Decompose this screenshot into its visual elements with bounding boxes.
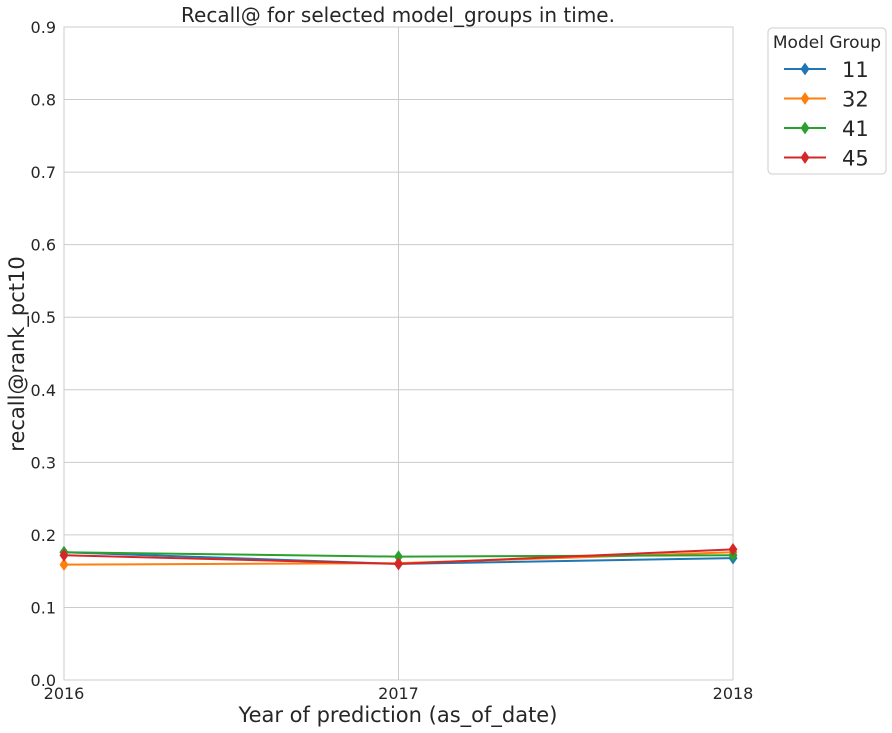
y-axis-label: recall@rank_pct10: [5, 256, 30, 451]
legend-items: 11 32 41 45: [784, 58, 869, 171]
legend-label: 11: [842, 58, 869, 82]
data-point: [394, 557, 403, 571]
y-tick-label: 0.7: [31, 163, 56, 182]
legend-item: 11: [784, 58, 869, 82]
legend-label: 32: [842, 88, 869, 112]
legend-box: [767, 27, 887, 175]
x-tick-label: 2016: [44, 684, 85, 703]
y-tick-label: 0.6: [31, 236, 56, 255]
tick-labels: 0.0 0.1 0.2 0.3 0.4 0.5 0.6 0.7 0.8 0.9 2016 2017 20…: [31, 18, 754, 703]
legend-marker: [800, 62, 810, 76]
y-tick-label: 0.3: [31, 453, 56, 472]
legend-item: 32: [784, 88, 869, 112]
x-tick-label: 2017: [378, 684, 419, 703]
data-point: [59, 558, 69, 572]
legend-item: 45: [784, 147, 869, 171]
y-tick-label: 0.9: [31, 18, 56, 37]
legend-item: 41: [784, 117, 869, 141]
series-45: [59, 543, 738, 571]
legend-marker: [800, 92, 810, 105]
y-tick-label: 0.1: [31, 598, 56, 617]
legend-label: 41: [842, 117, 869, 141]
series-lines: [59, 543, 738, 572]
x-tick-label: 2018: [713, 684, 754, 703]
x-axis-label: Year of prediction (as_of_date): [238, 703, 558, 728]
y-tick-label: 0.8: [31, 91, 56, 110]
legend-marker: [800, 151, 810, 164]
data-point: [728, 543, 738, 556]
grid-lines: [63, 26, 734, 681]
y-tick-label: 0.2: [31, 526, 56, 545]
chart-title: Recall@ for selected model_groups in tim…: [181, 3, 615, 27]
legend-marker: [800, 121, 810, 135]
legend-title: Model Group: [773, 33, 881, 53]
y-tick-label: 0.4: [31, 381, 56, 400]
y-tick-label: 0.0: [31, 671, 56, 690]
legend: Model Group 11 32 41 45: [767, 27, 887, 175]
legend-label: 45: [842, 147, 869, 171]
data-point: [59, 548, 69, 562]
y-tick-label: 0.5: [31, 308, 56, 327]
